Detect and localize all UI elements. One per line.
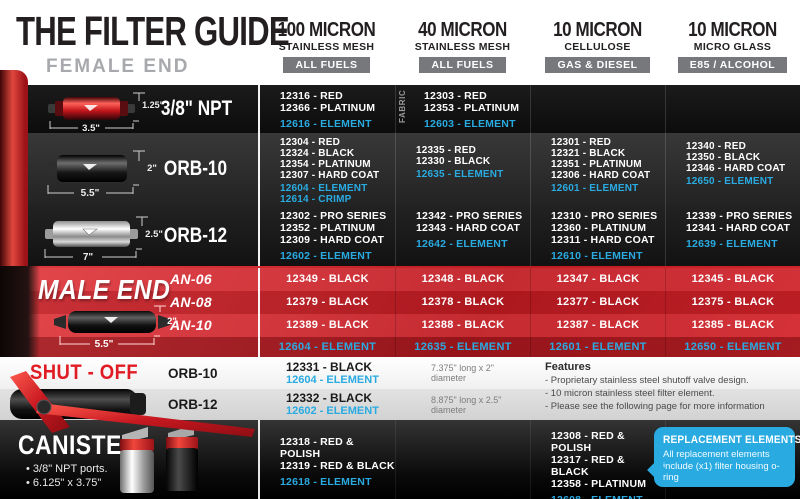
section-title-canister: CANISTER — [18, 430, 139, 460]
table-cell: 12303 - RED 12353 - PLATINUM 12603 - ELE… — [395, 85, 530, 133]
canister-section: CANISTER • 3/8" NPT ports. • 6.125" x 3.… — [0, 420, 800, 499]
svg-text:2.5": 2.5" — [145, 229, 163, 240]
table-cell: 12635 - ELEMENT — [395, 337, 530, 357]
table-cell: 12308 - RED & POLISH 12317 - RED & BLACK… — [530, 420, 665, 499]
table-cell: 12604 - ELEMENT — [258, 337, 395, 357]
table-row-an08: AN-08 12379 - BLACK 12378 - BLACK 12377 … — [0, 291, 800, 314]
table-cell: 12310 - PRO SERIES 12360 - PLATINUM 1231… — [530, 205, 665, 266]
fitting-label: AN-06 — [170, 271, 212, 287]
callout-title: REPLACEMENT ELEMENTS — [663, 434, 800, 446]
table-cell: 12377 - BLACK — [530, 291, 665, 314]
callout-body: All replacement elements include (x1) fi… — [663, 449, 780, 483]
column-header-10-micron-cellulose: 10 MICRON CELLULOSE GAS & DIESEL — [530, 18, 665, 73]
table-cell: 12331 - BLACK 12604 - ELEMENT — [286, 359, 379, 386]
table-cell: 12339 - PRO SERIES 12341 - HARD COAT 126… — [665, 205, 800, 266]
table-cell: 12318 - RED & POLISH 12319 - RED & BLACK… — [258, 420, 395, 499]
red-filter-image: 1.25" 3.5" — [48, 92, 164, 133]
fitting-label: ORB-10 — [168, 365, 218, 381]
table-cell: 12301 - RED 12321 - BLACK 12351 - PLATIN… — [530, 133, 665, 205]
table-cell-empty — [665, 85, 800, 133]
fitting-label: 3/8" NPT — [160, 97, 232, 120]
table-cell: 12304 - RED 12324 - BLACK 12354 - PLATIN… — [258, 133, 395, 216]
size-note: 8.875" long x 2.5" diameter — [431, 394, 502, 415]
svg-text:3.5": 3.5" — [82, 123, 100, 133]
shutoff-valve-image — [10, 371, 255, 437]
svg-text:7": 7" — [83, 252, 94, 263]
column-headers: 100 MICRON STAINLESS MESH ALL FUELS 40 M… — [258, 18, 800, 73]
table-row-orb12: 2.5" 7" ORB-12 12302 - PRO SERIES 12352 … — [0, 205, 800, 266]
table-row-an06: AN-06 12349 - BLACK 12348 - BLACK 12347 … — [0, 268, 800, 291]
shut-off-section: SHUT - OFF ORB-10 12331 - BLACK — [0, 357, 800, 437]
table-cell: 12332 - BLACK 12602 - ELEMENT — [286, 391, 379, 418]
section-label-female-end: FEMALE END — [46, 56, 190, 77]
black-inline-filter-image: 2" 5.5" — [54, 305, 177, 350]
row-label-zone: 1.25" 3.5" 3/8" NPT — [0, 85, 258, 133]
fitting-label: ORB-12 — [164, 223, 228, 247]
row-label-zone: 2" 5.5" ORB-10 — [0, 133, 258, 205]
fabric-note: FABRIC — [398, 89, 407, 123]
fitting-label: AN-08 — [170, 294, 212, 310]
black-filter-image: 2" 5.5" — [47, 150, 157, 199]
table-row-an10: AN-10 12389 - BLACK 12388 - BLACK 12387 … — [0, 314, 800, 337]
table-cell: 12340 - RED 12350 - BLACK 12346 - HARD C… — [665, 133, 800, 205]
male-end-section: MALE END 2" 5.5" AN-06 12349 - BLACK 123… — [0, 266, 800, 357]
section-title-shut-off: SHUT - OFF — [30, 361, 139, 384]
table-cell: 12385 - BLACK — [665, 314, 800, 337]
table-cell: 12378 - BLACK — [395, 291, 530, 314]
fitting-label: ORB-10 — [164, 157, 228, 180]
row-label-zone: CANISTER • 3/8" NPT ports. • 6.125" x 3.… — [0, 420, 258, 499]
table-cell: 12348 - BLACK — [395, 268, 530, 291]
fitting-label: AN-10 — [170, 317, 212, 333]
fitting-label: ORB-12 — [168, 397, 218, 412]
page-title: THE FILTER GUIDE — [16, 8, 290, 54]
size-note: 7.375" long x 2" diameter — [431, 363, 494, 383]
table-cell: 12335 - RED 12330 - BLACK 12635 - ELEMEN… — [395, 133, 530, 205]
table-cell: 12650 - ELEMENT — [665, 337, 800, 357]
fuel-badge: ALL FUELS — [283, 57, 370, 73]
table-cell: 12388 - BLACK — [395, 314, 530, 337]
column-header-100-micron: 100 MICRON STAINLESS MESH ALL FUELS — [277, 19, 376, 73]
an-fitting-product-photo — [0, 266, 40, 357]
table-cell: 12302 - PRO SERIES 12352 - PLATINUM 1230… — [258, 205, 395, 266]
features-block: Features - Proprietary stainless steel s… — [545, 361, 790, 413]
features-title: Features — [545, 361, 591, 373]
fuel-badge: ALL FUELS — [419, 57, 506, 73]
table-cell: 12349 - BLACK — [258, 268, 395, 291]
fuel-badge: GAS & DIESEL — [545, 57, 650, 73]
table-cell: 12389 - BLACK — [258, 314, 395, 337]
table-cell: 12379 - BLACK — [258, 291, 395, 314]
table-row-shutoff-orb10: ORB-10 12331 - BLACK 12604 - ELEMENT 7.3… — [0, 357, 800, 389]
chrome-filter-image: 2.5" 7" — [44, 216, 163, 263]
table-cell: 12387 - BLACK — [530, 314, 665, 337]
table-cell: 12601 - ELEMENT — [530, 337, 665, 357]
red-filter-product-photo — [0, 70, 28, 266]
svg-text:2": 2" — [147, 163, 157, 174]
table-row-npt: 1.25" 3.5" 3/8" NPT 12316 - RED 12366 - … — [0, 85, 800, 133]
canister-bullets: • 3/8" NPT ports. • 6.125" x 3.75" — [26, 463, 108, 489]
svg-text:2": 2" — [167, 316, 177, 327]
svg-text:5.5": 5.5" — [95, 339, 114, 350]
table-cell: 12375 - BLACK — [665, 291, 800, 314]
table-cell: 12342 - PRO SERIES 12343 - HARD COAT 126… — [395, 205, 530, 266]
table-cell: 12316 - RED 12366 - PLATINUM 12616 - ELE… — [258, 85, 395, 133]
table-row-orb10: 2" 5.5" ORB-10 12304 - RED 12324 - BLACK… — [0, 133, 800, 216]
table-cell: 12347 - BLACK — [530, 268, 665, 291]
table-cell: 12345 - BLACK — [665, 268, 800, 291]
table-cell-empty — [530, 85, 665, 133]
replacement-elements-callout: REPLACEMENT ELEMENTS All replacement ele… — [654, 427, 800, 487]
row-label-zone: 2.5" 7" ORB-12 — [0, 205, 258, 266]
canister-filters-image — [120, 425, 198, 493]
svg-text:5.5": 5.5" — [81, 188, 100, 199]
table-row-male-elements: 12604 - ELEMENT 12635 - ELEMENT 12601 - … — [0, 337, 800, 357]
section-title-male-end: MALE END — [38, 274, 171, 305]
column-header-40-micron: 40 MICRON STAINLESS MESH ALL FUELS — [414, 19, 511, 73]
svg-text:1.25": 1.25" — [142, 100, 164, 110]
column-header-10-micron-micro-glass: 10 MICRON MICRO GLASS E85 / ALCOHOL — [665, 18, 800, 73]
table-cell-empty — [395, 420, 530, 499]
header: THE FILTER GUIDE FEMALE END 100 MICRON S… — [0, 0, 800, 85]
fuel-badge: E85 / ALCOHOL — [677, 57, 788, 73]
